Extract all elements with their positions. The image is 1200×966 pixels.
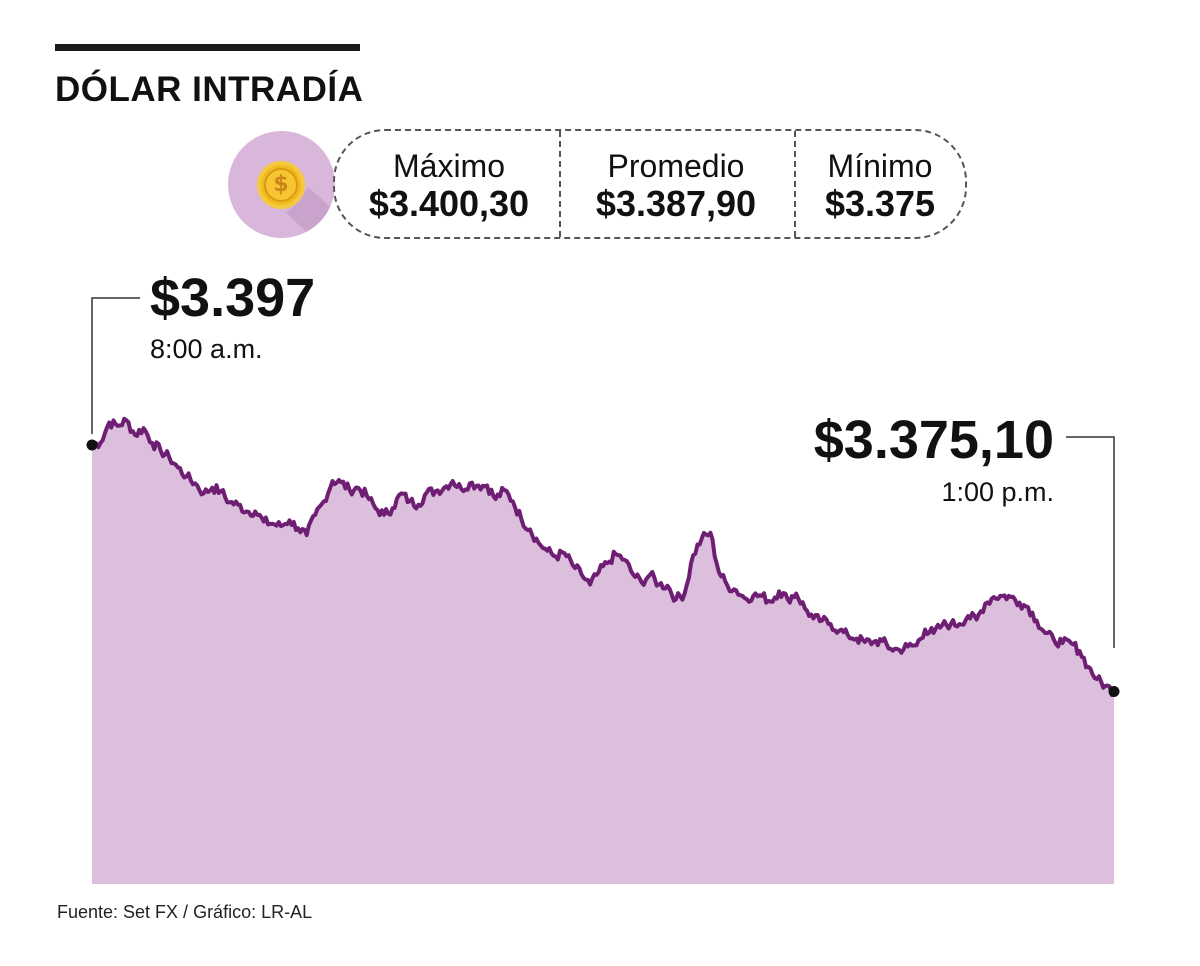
stat-maximum: Máximo $3.400,30 — [349, 148, 549, 224]
stats-box: Máximo $3.400,30 Promedio $3.387,90 Míni… — [333, 129, 967, 239]
end-time-label: 1:00 p.m. — [941, 477, 1054, 507]
coin-badge: $ — [228, 131, 335, 238]
stat-avg-value: $3.387,90 — [595, 183, 757, 224]
source-note: Fuente: Set FX / Gráfico: LR-AL — [57, 902, 313, 922]
start-value-label: $3.397 — [150, 268, 316, 328]
stat-minimum: Mínimo $3.375 — [805, 148, 955, 224]
stats-divider — [559, 131, 561, 237]
title-rule — [55, 44, 360, 51]
stat-max-value: $3.400,30 — [368, 183, 530, 224]
stat-max-label: Máximo — [392, 148, 505, 184]
end-leader-line — [1066, 436, 1115, 648]
area-fill — [92, 418, 1114, 884]
dollar-coin-icon: $ — [257, 161, 305, 209]
chart-title: DÓLAR INTRADÍA — [55, 70, 364, 109]
start-time-label: 8:00 a.m. — [150, 334, 263, 364]
stats-divider — [794, 131, 796, 237]
end-point — [1108, 686, 1120, 698]
dollar-sign-icon: $ — [264, 168, 298, 202]
series-line — [91, 416, 1116, 697]
stat-min-label: Mínimo — [827, 148, 933, 184]
stat-min-value: $3.375 — [824, 183, 936, 224]
stat-avg-label: Promedio — [607, 148, 745, 184]
start-point — [86, 439, 98, 451]
end-value-label: $3.375,10 — [813, 410, 1054, 470]
coin-shadow — [286, 187, 335, 238]
start-leader-line — [91, 297, 140, 434]
stat-average: Promedio $3.387,90 — [571, 148, 781, 224]
